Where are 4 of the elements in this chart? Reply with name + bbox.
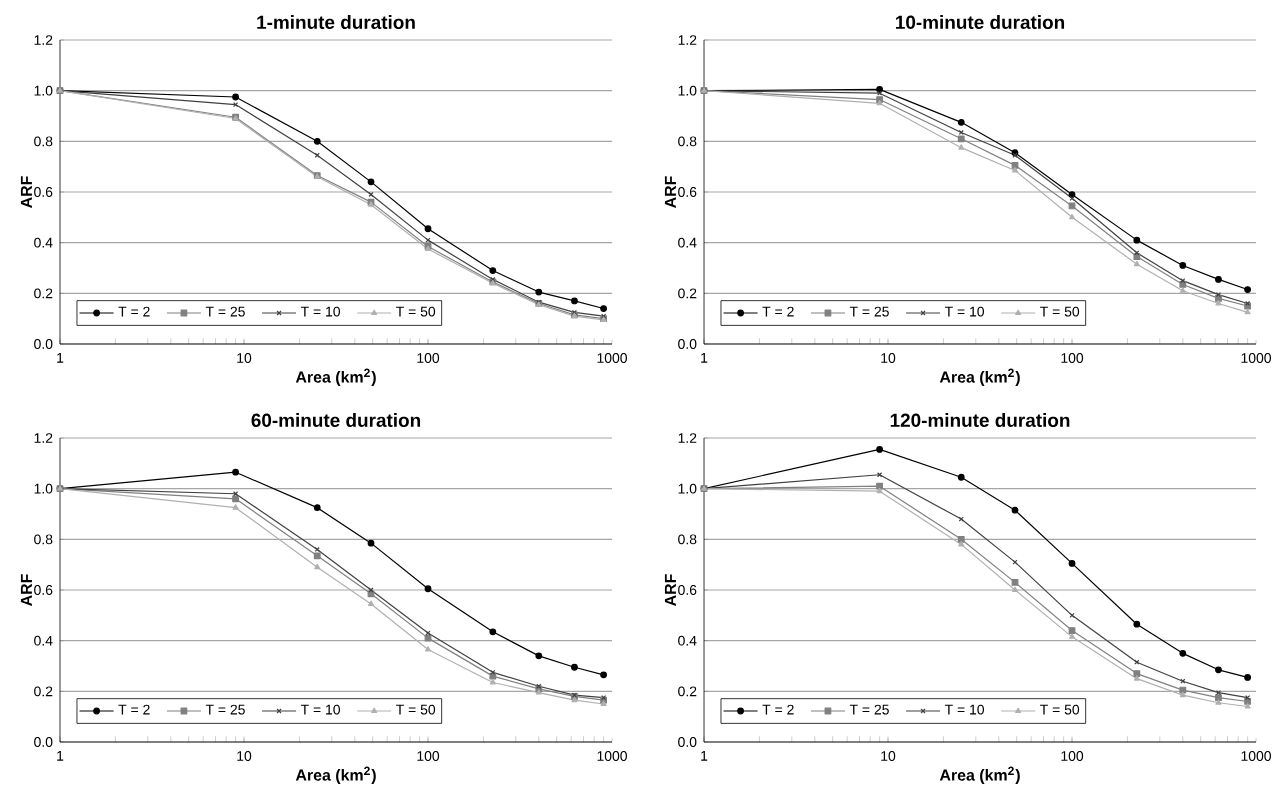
chart-title: 120-minute duration — [890, 413, 1070, 428]
chart-title: 10-minute duration — [896, 15, 1065, 29]
chart-title: 60-minute duration — [251, 413, 421, 428]
chart-title: 1-minute duration — [257, 15, 415, 29]
